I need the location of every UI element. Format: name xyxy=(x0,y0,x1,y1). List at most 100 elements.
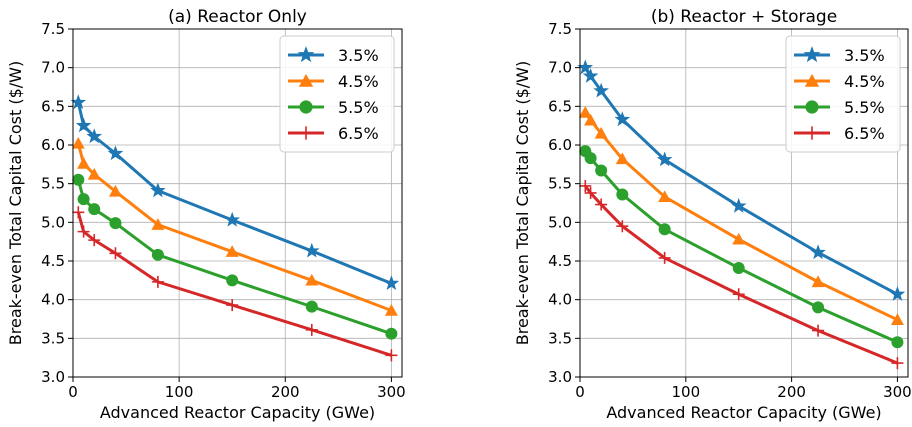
y-tick-label: 3.5 xyxy=(41,329,65,347)
legend-label-4-5-pct: 4.5% xyxy=(338,72,379,91)
data-point-5-5-pct xyxy=(658,223,671,236)
data-point-3-5-pct xyxy=(582,68,599,83)
x-tick-label: 0 xyxy=(575,383,585,401)
y-tick-label: 5.5 xyxy=(41,175,65,193)
x-tick-label: 100 xyxy=(671,383,700,401)
data-point-6-5-pct xyxy=(109,247,122,260)
data-point-3-5-pct xyxy=(107,145,124,161)
x-axis-label: Advanced Reactor Capacity (GWe) xyxy=(606,403,881,422)
legend-marker-6-5-pct xyxy=(299,126,313,140)
data-point-3-5-pct xyxy=(304,242,320,258)
legend-label-3-5-pct: 3.5% xyxy=(338,46,379,65)
data-point-5-5-pct xyxy=(109,217,122,230)
legend-label-5-5-pct: 5.5% xyxy=(338,98,379,117)
legend-label-6-5-pct: 6.5% xyxy=(844,124,885,143)
data-point-4-5-pct xyxy=(77,157,91,169)
legend-box xyxy=(279,35,395,153)
series-line-6-5-pct xyxy=(76,211,392,357)
data-point-5-5-pct xyxy=(151,248,164,261)
y-tick-label: 4.0 xyxy=(41,291,65,309)
legend-marker-4-5-pct xyxy=(804,73,820,87)
chart-panel-reactor-only: 0 100 200 300 3.0 3.5 4.0 4.5 5.0 5.5 6.0 6.5 7.0 7.5… xyxy=(6,7,406,422)
y-tick-label: 4.5 xyxy=(548,252,572,270)
y-tick-label: 7.0 xyxy=(41,59,65,77)
y-tick-label: 6.5 xyxy=(41,97,65,115)
legend: 3.5% 4.5% 5.5% 6.5% xyxy=(279,35,395,153)
axes-frame xyxy=(72,28,403,378)
data-point-4-5-pct xyxy=(732,232,746,245)
data-point-4-5-pct xyxy=(615,152,629,165)
legend-label-3-5-pct: 3.5% xyxy=(844,46,885,65)
data-point-5-5-pct xyxy=(616,188,629,201)
x-tick-label: 300 xyxy=(883,383,912,401)
data-point-4-5-pct xyxy=(71,136,85,149)
data-point-6-5-pct xyxy=(595,198,608,211)
data-point-6-5-pct xyxy=(226,299,239,312)
y-tick-label: 6.0 xyxy=(548,136,572,154)
data-point-5-5-pct xyxy=(72,173,85,186)
data-point-6-5-pct xyxy=(812,324,825,337)
data-point-4-5-pct xyxy=(584,113,598,126)
chart-panel-reactor-storage: 0 100 200 300 3.0 3.5 4.0 4.5 5.0 5.5 6.0 6.5 7.0 7.5… xyxy=(513,7,912,422)
data-point-5-5-pct xyxy=(305,300,318,313)
y-tick-label: 4.5 xyxy=(41,252,65,270)
data-point-3-5-pct xyxy=(730,197,747,213)
data-point-4-5-pct xyxy=(890,313,904,325)
data-point-4-5-pct xyxy=(225,245,239,257)
x-tick-label: 0 xyxy=(68,383,78,401)
data-point-5-5-pct xyxy=(812,301,825,314)
y-tick-label: 4.0 xyxy=(548,291,572,309)
data-point-6-5-pct xyxy=(658,251,671,264)
legend-marker-5-5-pct xyxy=(805,100,819,114)
series-line-5-5-pct xyxy=(584,150,899,344)
data-point-4-5-pct xyxy=(578,106,592,118)
legend-label-5-5-pct: 5.5% xyxy=(844,98,885,117)
data-point-6-5-pct xyxy=(616,220,629,233)
data-point-5-5-pct xyxy=(891,336,904,349)
data-point-4-5-pct xyxy=(87,167,101,180)
data-point-3-5-pct xyxy=(810,244,826,260)
data-point-4-5-pct xyxy=(305,273,319,286)
data-point-6-5-pct xyxy=(305,323,318,336)
chart-title: (b) Reactor + Storage xyxy=(651,7,837,27)
x-tick-label: 100 xyxy=(165,383,194,401)
x-axis-label: Advanced Reactor Capacity (GWe) xyxy=(100,403,375,422)
data-point-6-5-pct xyxy=(891,357,904,370)
y-tick-label: 5.5 xyxy=(548,175,572,193)
y-tick-label: 6.0 xyxy=(41,136,65,154)
data-point-6-5-pct xyxy=(88,234,101,247)
y-tick-label: 5.0 xyxy=(41,213,65,231)
data-point-4-5-pct xyxy=(811,275,825,288)
y-tick-label: 5.0 xyxy=(548,213,572,231)
legend-box xyxy=(785,35,901,153)
data-point-5-5-pct xyxy=(584,152,597,165)
y-tick-label: 3.5 xyxy=(548,329,572,347)
x-tick-label: 200 xyxy=(271,383,300,401)
data-point-3-5-pct xyxy=(593,82,609,98)
data-point-6-5-pct xyxy=(732,288,745,301)
y-tick-label: 3.0 xyxy=(548,368,572,386)
legend-marker-3-5-pct xyxy=(803,46,821,63)
chart-title: (a) Reactor Only xyxy=(168,7,307,27)
data-point-3-5-pct xyxy=(614,111,631,127)
series-line-6-5-pct xyxy=(584,185,898,365)
legend-marker-5-5-pct xyxy=(299,100,313,114)
data-point-3-5-pct xyxy=(656,151,673,167)
y-axis-label: Break-even Total Capital Cost ($/W) xyxy=(513,61,532,345)
data-point-5-5-pct xyxy=(385,327,398,340)
data-point-6-5-pct xyxy=(385,349,398,362)
y-tick-label: 3.0 xyxy=(41,368,65,386)
data-point-3-5-pct xyxy=(889,286,906,301)
data-point-5-5-pct xyxy=(732,261,745,274)
y-tick-label: 7.0 xyxy=(548,59,572,77)
data-point-5-5-pct xyxy=(77,193,90,206)
legend-marker-4-5-pct xyxy=(298,73,314,87)
x-tick-label: 200 xyxy=(777,383,806,401)
data-point-5-5-pct xyxy=(88,203,101,216)
data-point-3-5-pct xyxy=(150,182,166,198)
axes-frame xyxy=(579,28,909,378)
data-point-3-5-pct xyxy=(224,211,240,227)
data-point-4-5-pct xyxy=(594,126,608,139)
data-point-6-5-pct xyxy=(72,206,85,219)
